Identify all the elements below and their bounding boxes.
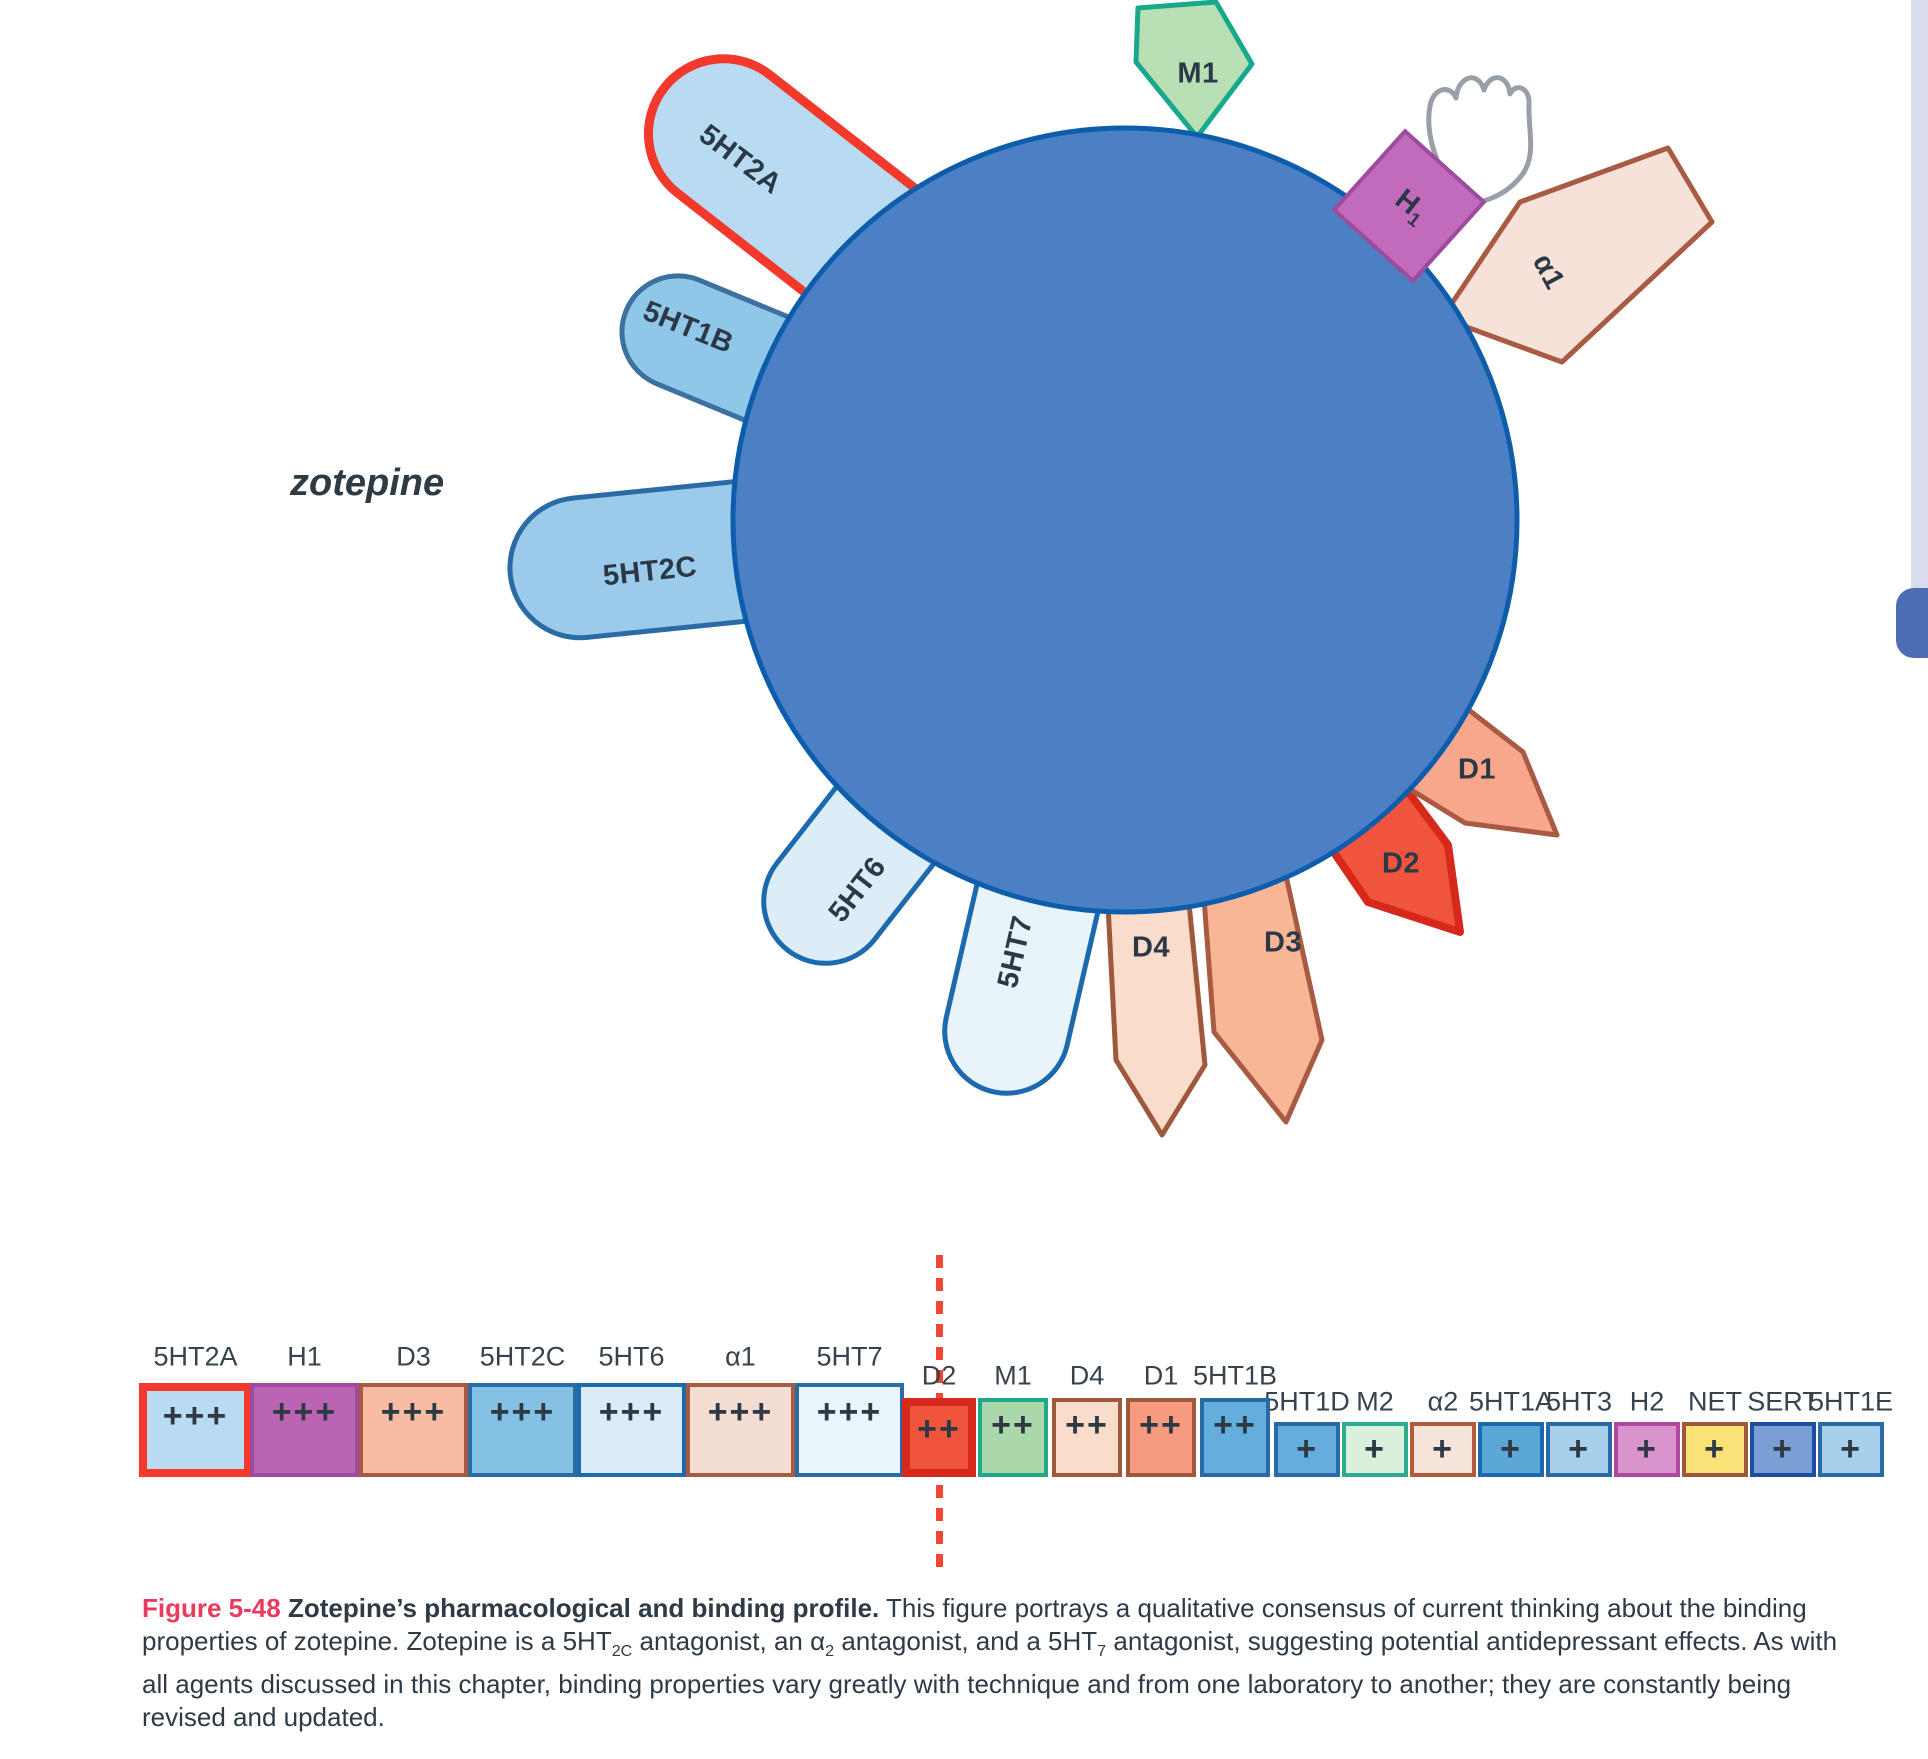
arm-label-d1: D1 [1457,753,1497,786]
arm-label-d3: D3 [1263,926,1303,959]
strip-box-D4: ++ [1052,1398,1122,1477]
strip-box-5HT2A: +++ [139,1383,252,1477]
receptor-arm-m1 [1133,0,1255,140]
strip-box-NET: + [1682,1422,1748,1477]
strip-box-M1: ++ [978,1398,1048,1477]
strip-label-5HT2A: 5HT2A [153,1341,238,1372]
glove-icon [1426,75,1534,207]
strip-label-α2: α2 [1427,1386,1459,1417]
strip-strength-M1: ++ [991,1406,1035,1444]
strip-box-SERT: + [1750,1422,1816,1477]
strip-strength-D1: ++ [1139,1406,1183,1444]
strip-box-5HT1B: ++ [1200,1398,1270,1477]
strip-label-5HT1D: 5HT1D [1264,1386,1350,1417]
drug-name: zotepine [290,462,445,504]
strip-strength-SERT: + [1772,1430,1794,1468]
arm-label-d2: D2 [1381,847,1421,880]
strip-label-SERT: SERT [1747,1386,1819,1417]
strip-label-5HT1B: 5HT1B [1192,1360,1278,1391]
strip-label-M1: M1 [994,1360,1032,1391]
caption-segment: 2 [825,1642,835,1661]
strip-strength-5HT7: +++ [816,1393,883,1431]
scrollbar-thumb[interactable] [1896,588,1928,658]
strip-strength-α1: +++ [707,1393,774,1431]
strip-box-D2: ++ [902,1398,976,1477]
caption-segment: Figure 5-48 [142,1593,281,1623]
strip-box-α1: +++ [686,1383,795,1477]
strip-label-5HT6: 5HT6 [598,1341,665,1372]
strip-label-5HT1E: 5HT1E [1808,1386,1894,1417]
caption-segment: 2C [611,1642,633,1661]
strip-strength-5HT1E: + [1840,1430,1862,1468]
strip-label-5HT1A: 5HT1A [1468,1386,1554,1417]
strip-label-5HT2C: 5HT2C [479,1341,566,1372]
strip-label-H1: H1 [287,1341,322,1372]
strip-box-5HT1D: + [1274,1422,1340,1477]
strip-label-D3: D3 [396,1341,431,1372]
arm-label-d4: D4 [1131,931,1171,964]
caption-segment [281,1593,288,1623]
strip-strength-D2: ++ [917,1410,961,1448]
strip-label-D2: D2 [921,1360,957,1391]
strip-box-5HT1E: + [1818,1422,1884,1477]
scrollbar-track[interactable] [1911,0,1928,630]
strip-box-5HT1A: + [1478,1422,1544,1477]
strip-strength-5HT1B: ++ [1213,1406,1257,1444]
strip-strength-D3: +++ [380,1393,447,1431]
arm-label-m1: M1 [1177,57,1219,90]
strip-box-H2: + [1614,1422,1680,1477]
strip-strength-5HT3: + [1568,1430,1590,1468]
strip-box-D3: +++ [359,1383,468,1477]
caption-segment: This figure portrays a qualitative conse… [142,1593,1807,1656]
strip-strength-5HT1A: + [1500,1430,1522,1468]
strip-strength-NET: + [1704,1430,1726,1468]
strip-label-H2: H2 [1629,1386,1665,1417]
strip-box-5HT2C: +++ [468,1383,577,1477]
strip-strength-5HT6: +++ [598,1393,665,1431]
strip-strength-D4: ++ [1065,1406,1109,1444]
cell-circle [730,125,1520,915]
strip-box-α2: + [1410,1422,1476,1477]
strip-box-D1: ++ [1126,1398,1196,1477]
caption-segment: antagonist, and a 5HT [834,1626,1098,1656]
receptor-arm-h1 [1331,128,1487,284]
caption-segment: Zotepine’s pharmacological and binding p… [287,1593,880,1623]
strip-box-H1: +++ [250,1383,359,1477]
strip-label-5HT7: 5HT7 [816,1341,883,1372]
strip-strength-5HT2A: +++ [162,1397,229,1435]
strip-strength-H2: + [1636,1430,1658,1468]
receptor-diagram [507,0,1715,1138]
strip-box-5HT7: +++ [795,1383,904,1477]
strip-label-D1: D1 [1143,1360,1179,1391]
strip-strength-5HT2C: +++ [489,1393,556,1431]
strip-strength-H1: +++ [271,1393,338,1431]
strip-label-5HT3: 5HT3 [1545,1386,1613,1417]
strip-strength-5HT1D: + [1296,1430,1318,1468]
strip-box-5HT6: +++ [577,1383,686,1477]
strip-label-M2: M2 [1356,1386,1394,1417]
strip-label-D4: D4 [1069,1360,1105,1391]
caption-segment: antagonist, suggesting potential antidep… [142,1626,1838,1733]
receptor-arm-alpha1 [1439,145,1715,365]
strip-strength-M2: + [1364,1430,1386,1468]
strip-strength-α2: + [1432,1430,1454,1468]
receptor-arm-d4 [1105,890,1208,1138]
strip-box-M2: + [1342,1422,1408,1477]
strip-label-NET: NET [1688,1386,1742,1417]
figure-caption: Figure 5-48 Zotepine’s pharmacological a… [142,1592,1858,1734]
caption-segment: 7 [1097,1642,1107,1661]
strip-label-α1: α1 [725,1341,756,1372]
caption-segment: antagonist, an α [632,1626,826,1656]
strip-box-5HT3: + [1546,1422,1612,1477]
